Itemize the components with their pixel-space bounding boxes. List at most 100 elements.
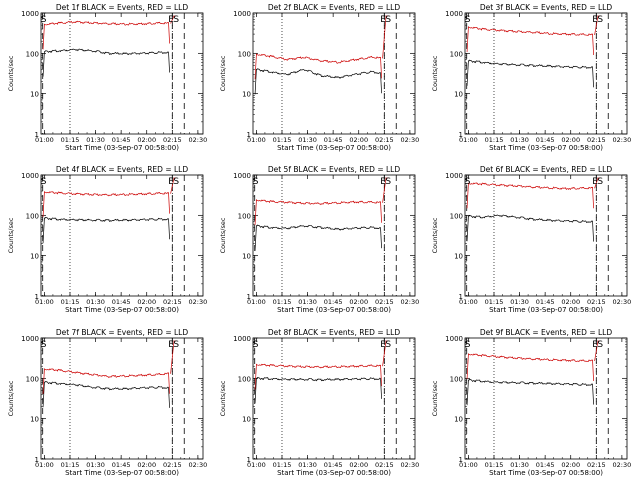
plot-frame bbox=[40, 12, 204, 135]
plot-frame bbox=[464, 337, 628, 460]
y-axis-label: Counts/sec bbox=[219, 380, 227, 416]
events-series-line bbox=[466, 214, 594, 242]
lld-series-line bbox=[466, 26, 594, 56]
marker-S: S bbox=[253, 177, 259, 187]
x-tick-label: 01:15 bbox=[273, 136, 292, 144]
x-tick-label: 02:00 bbox=[137, 136, 156, 144]
x-axis-label: Start Time (03-Sep-07 00:58:00) bbox=[277, 144, 391, 152]
marker-S: S bbox=[465, 340, 471, 350]
marker-S: S bbox=[173, 15, 179, 25]
lld-end-spike bbox=[594, 340, 600, 361]
y-tick-label: 1000 bbox=[233, 172, 251, 180]
x-axis-label: Start Time (03-Sep-07 00:58:00) bbox=[277, 469, 391, 477]
lld-series-line bbox=[254, 363, 382, 390]
marker-E: E bbox=[380, 177, 386, 187]
marker-E: E bbox=[168, 340, 174, 350]
x-tick-label: 01:45 bbox=[112, 136, 131, 144]
x-axis-label: Start Time (03-Sep-07 00:58:00) bbox=[489, 469, 603, 477]
x-tick-label: 01:30 bbox=[86, 461, 105, 469]
y-tick-label: 1000 bbox=[445, 172, 463, 180]
chart-title: Det 9f BLACK = Events, RED = LLD bbox=[480, 328, 613, 337]
y-tick-label: 1 bbox=[459, 456, 463, 464]
y-tick-label: 100 bbox=[450, 212, 463, 220]
y-tick-label: 100 bbox=[450, 50, 463, 58]
x-tick-label: 01:00 bbox=[459, 298, 478, 306]
plot-frame bbox=[464, 174, 628, 297]
x-axis-label: Start Time (03-Sep-07 00:58:00) bbox=[65, 144, 179, 152]
x-axis-label: Start Time (03-Sep-07 00:58:00) bbox=[65, 306, 179, 314]
y-tick-label: 100 bbox=[238, 50, 251, 58]
y-tick-label: 10 bbox=[454, 91, 463, 99]
lld-end-spike bbox=[382, 15, 388, 59]
x-axis-label: Start Time (03-Sep-07 00:58:00) bbox=[65, 469, 179, 477]
marker-S: S bbox=[597, 340, 603, 350]
x-tick-label: 02:00 bbox=[137, 461, 156, 469]
x-tick-label: 02:15 bbox=[163, 298, 182, 306]
x-tick-label: 02:15 bbox=[587, 298, 606, 306]
y-tick-label: 1000 bbox=[21, 172, 39, 180]
marker-E: E bbox=[380, 340, 386, 350]
y-axis-label: Counts/sec bbox=[431, 217, 439, 253]
chart-panel-2: Det 2f BLACK = Events, RED = LLD 1 10 100 10… bbox=[219, 3, 419, 152]
y-tick-label: 100 bbox=[238, 212, 251, 220]
plot-frame bbox=[464, 12, 628, 135]
y-tick-label: 1 bbox=[247, 456, 251, 464]
chart-panel-9: Det 9f BLACK = Events, RED = LLD 1 10 100 10… bbox=[431, 328, 631, 477]
marker-E: E bbox=[592, 177, 598, 187]
events-series-line bbox=[42, 216, 170, 244]
events-series-line bbox=[254, 224, 382, 251]
x-tick-label: 02:00 bbox=[561, 136, 580, 144]
x-tick-label: 01:15 bbox=[485, 298, 504, 306]
events-series-line bbox=[42, 48, 170, 77]
x-tick-label: 01:30 bbox=[298, 136, 317, 144]
y-tick-label: 10 bbox=[242, 91, 251, 99]
y-tick-label: 10 bbox=[30, 416, 39, 424]
y-tick-label: 100 bbox=[450, 375, 463, 383]
y-tick-label: 1 bbox=[35, 456, 39, 464]
marker-S: S bbox=[41, 340, 47, 350]
chart-title: Det 3f BLACK = Events, RED = LLD bbox=[480, 3, 613, 12]
marker-S: S bbox=[173, 340, 179, 350]
lld-series-line bbox=[254, 53, 382, 80]
x-tick-label: 02:30 bbox=[189, 136, 208, 144]
marker-E: E bbox=[380, 15, 386, 25]
x-axis-label: Start Time (03-Sep-07 00:58:00) bbox=[489, 144, 603, 152]
marker-S: S bbox=[465, 177, 471, 187]
marker-E: E bbox=[168, 177, 174, 187]
x-tick-label: 01:45 bbox=[112, 298, 131, 306]
x-tick-label: 02:00 bbox=[349, 461, 368, 469]
x-tick-label: 02:15 bbox=[587, 461, 606, 469]
y-tick-label: 10 bbox=[454, 253, 463, 261]
x-axis-label: Start Time (03-Sep-07 00:58:00) bbox=[277, 306, 391, 314]
x-tick-label: 01:30 bbox=[510, 461, 529, 469]
y-tick-label: 10 bbox=[242, 253, 251, 261]
marker-E: E bbox=[168, 15, 174, 25]
y-axis-label: Counts/sec bbox=[431, 55, 439, 91]
y-tick-label: 1000 bbox=[21, 335, 39, 343]
x-tick-label: 01:15 bbox=[485, 461, 504, 469]
plot-frame bbox=[252, 174, 416, 297]
y-tick-label: 1000 bbox=[233, 335, 251, 343]
x-tick-label: 01:15 bbox=[273, 461, 292, 469]
y-tick-label: 100 bbox=[26, 375, 39, 383]
marker-S: S bbox=[597, 177, 603, 187]
x-tick-label: 02:15 bbox=[163, 136, 182, 144]
plot-frame bbox=[40, 174, 204, 297]
y-tick-label: 1000 bbox=[445, 10, 463, 18]
events-series-line bbox=[254, 68, 382, 95]
chart-title: Det 7f BLACK = Events, RED = LLD bbox=[56, 328, 189, 337]
x-tick-label: 01:45 bbox=[536, 298, 555, 306]
lld-end-spike bbox=[594, 177, 600, 189]
lld-end-spike bbox=[594, 15, 600, 36]
y-tick-label: 100 bbox=[26, 212, 39, 220]
events-series-line bbox=[254, 376, 382, 404]
x-tick-label: 02:15 bbox=[163, 461, 182, 469]
y-axis-label: Counts/sec bbox=[7, 380, 15, 416]
events-series-line bbox=[42, 380, 170, 408]
x-tick-label: 01:00 bbox=[247, 461, 266, 469]
x-tick-label: 02:30 bbox=[401, 461, 420, 469]
x-tick-label: 01:45 bbox=[324, 461, 343, 469]
lld-end-spike bbox=[170, 15, 176, 24]
x-tick-label: 02:30 bbox=[401, 298, 420, 306]
